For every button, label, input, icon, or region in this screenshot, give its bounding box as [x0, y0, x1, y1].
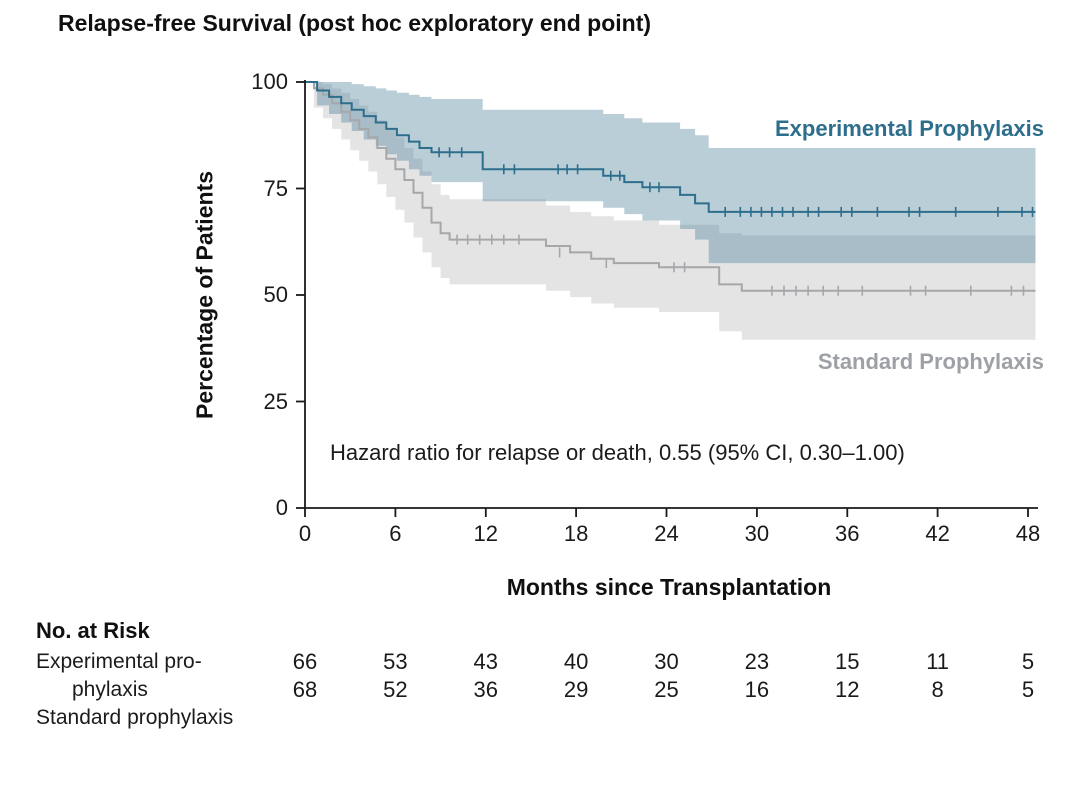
risk-count-experimental: 53	[383, 649, 408, 674]
risk-count-standard: 36	[473, 677, 498, 702]
figure-title: Relapse-free Survival (post hoc explorat…	[58, 10, 652, 36]
risk-count-standard: 16	[744, 677, 770, 702]
x-tick-label: 48	[1015, 521, 1041, 546]
ci-band-standard	[305, 82, 1036, 340]
x-tick-label: 0	[298, 521, 312, 546]
x-tick-label: 24	[654, 521, 679, 546]
series-label-standard: Standard Prophylaxis	[817, 349, 1044, 374]
risk-row-label-experimental-line2: phylaxis	[72, 678, 148, 701]
risk-count-experimental: 5	[1021, 649, 1035, 674]
risk-table-heading: No. at Risk	[36, 618, 150, 643]
x-tick-label: 18	[563, 521, 589, 546]
y-tick-label: 50	[263, 282, 288, 307]
risk-count-standard: 12	[835, 677, 860, 702]
km-curve-experimental	[305, 81, 1036, 213]
risk-count-standard: 52	[383, 677, 408, 702]
risk-row-label-standard: Standard prophylaxis	[36, 706, 234, 729]
risk-count-experimental: 30	[654, 649, 679, 674]
x-tick-label: 30	[744, 521, 770, 546]
x-tick-label: 42	[925, 521, 950, 546]
risk-count-experimental: 11	[926, 649, 950, 674]
risk-count-standard: 29	[563, 677, 589, 702]
risk-count-standard: 68	[292, 677, 318, 702]
risk-count-experimental: 23	[744, 649, 770, 674]
risk-count-standard: 5	[1021, 677, 1035, 702]
x-tick-label: 12	[473, 521, 498, 546]
risk-count-experimental: 66	[292, 649, 318, 674]
risk-count-standard: 25	[654, 677, 679, 702]
risk-count-experimental: 43	[473, 649, 498, 674]
y-tick-label: 0	[275, 495, 288, 520]
y-tick-label: 25	[263, 388, 288, 414]
y-tick-label: 75	[263, 175, 288, 201]
ci-band-experimental	[305, 82, 1036, 264]
risk-count-experimental: 15	[835, 649, 860, 674]
x-tick-label: 36	[835, 521, 860, 546]
y-tick-label: 100	[251, 69, 288, 94]
risk-count-standard: 8	[931, 677, 944, 702]
x-tick-label: 6	[389, 521, 402, 546]
series-label-experimental: Experimental Prophylaxis	[775, 116, 1044, 141]
km-curve-standard	[305, 81, 1036, 292]
hazard-ratio-annotation: Hazard ratio for relapse or death, 0.55 …	[330, 440, 905, 465]
risk-row-label-experimental-line1: Experimental pro-	[36, 650, 202, 673]
x-axis-label: Months since Transplantation	[506, 574, 832, 600]
risk-count-experimental: 40	[563, 649, 589, 674]
